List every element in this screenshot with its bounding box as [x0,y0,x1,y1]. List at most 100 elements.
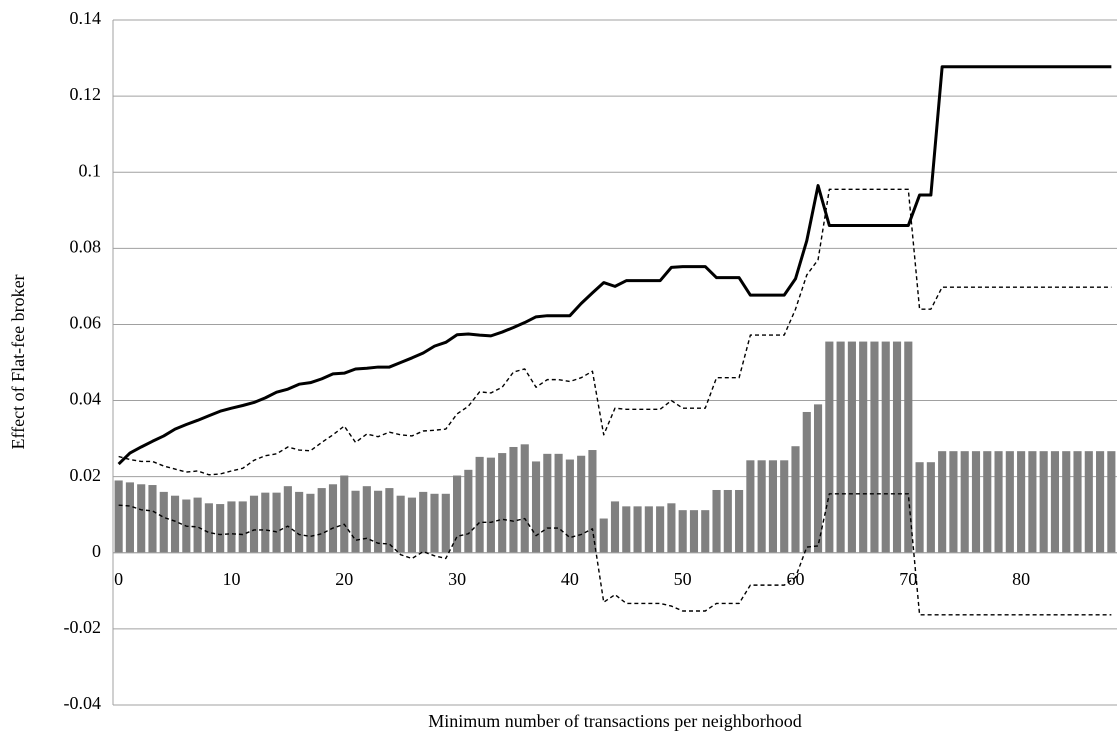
bar [1073,451,1082,553]
bar [938,451,947,553]
y-tick-label: 0.12 [70,84,102,104]
bar [1005,451,1014,553]
bar [554,453,563,553]
y-tick-label: -0.02 [64,617,102,637]
y-tick-label: 0.02 [70,465,102,485]
bar [768,460,777,553]
y-tick-label: 0.04 [70,389,102,409]
x-tick-label: 20 [335,569,353,589]
bar [780,460,789,553]
bar [531,461,541,553]
bar [419,491,428,553]
bar [362,486,371,553]
bar [374,490,383,553]
bar [1096,451,1105,553]
bar [599,518,608,553]
bar [565,459,574,553]
y-tick-label: 0.14 [70,8,102,28]
bar [170,495,180,553]
x-tick-label: 70 [899,569,917,589]
x-tick-label: 10 [222,569,240,589]
bar [385,488,394,553]
bar [475,456,484,553]
bar [870,341,879,553]
bar [114,480,123,553]
x-tick-label: 50 [674,569,692,589]
bar [295,491,304,553]
bar [847,341,856,553]
bar [520,444,529,553]
bar [723,489,732,553]
bar [328,484,338,553]
bar [926,462,935,553]
bar [317,488,326,553]
bar [1017,451,1026,553]
x-tick-label: 0 [114,569,123,589]
bar [1084,451,1093,553]
bar [340,475,349,553]
bar [577,455,586,553]
bar [204,503,213,553]
line [117,65,1112,466]
bar [633,506,642,553]
bar [1062,451,1071,553]
x-tick-label: 30 [448,569,466,589]
bar [802,411,811,553]
bar [441,493,450,553]
bar [227,501,236,553]
bar [430,493,439,553]
bar [148,485,157,553]
bar [1050,451,1060,553]
bar [622,506,631,553]
y-tick-label: 0.08 [70,236,102,256]
bar [859,341,868,553]
bar [994,451,1003,553]
bar [825,341,834,553]
bar [836,341,845,553]
bar [193,497,202,553]
bar [678,510,687,553]
bar [283,486,292,553]
bar [498,453,507,553]
y-tick-label: -0.04 [64,693,102,713]
x-tick-label: 80 [1012,569,1030,589]
bar [125,482,134,553]
bar [881,341,890,553]
bar [216,504,225,553]
bar [904,341,913,553]
bar [238,501,247,553]
bar [396,495,405,553]
bar [543,453,552,553]
bar [610,501,620,553]
bar [1028,451,1037,553]
bar [689,510,699,553]
bar [261,492,270,553]
y-tick-label: 0 [92,541,101,561]
bar [949,451,958,553]
bar [453,475,462,553]
bar [351,490,360,553]
bar [486,457,495,553]
bar [1107,451,1116,553]
bar [656,506,665,553]
bar [983,451,992,553]
bar [971,451,981,553]
bar [137,484,146,553]
bar [791,446,800,553]
bar [306,493,315,553]
y-tick-label: 0.06 [70,313,102,333]
bar [712,489,721,553]
bar [588,450,597,553]
bar [915,462,924,553]
x-tick-label: 40 [561,569,579,589]
bar [757,460,766,553]
bar [813,404,823,553]
bar [667,503,676,553]
bar [892,341,902,553]
dashed-line [118,188,1112,476]
bar [464,469,473,553]
bar [746,460,755,553]
bar [509,446,518,553]
y-tick-label: 0.1 [79,160,102,180]
